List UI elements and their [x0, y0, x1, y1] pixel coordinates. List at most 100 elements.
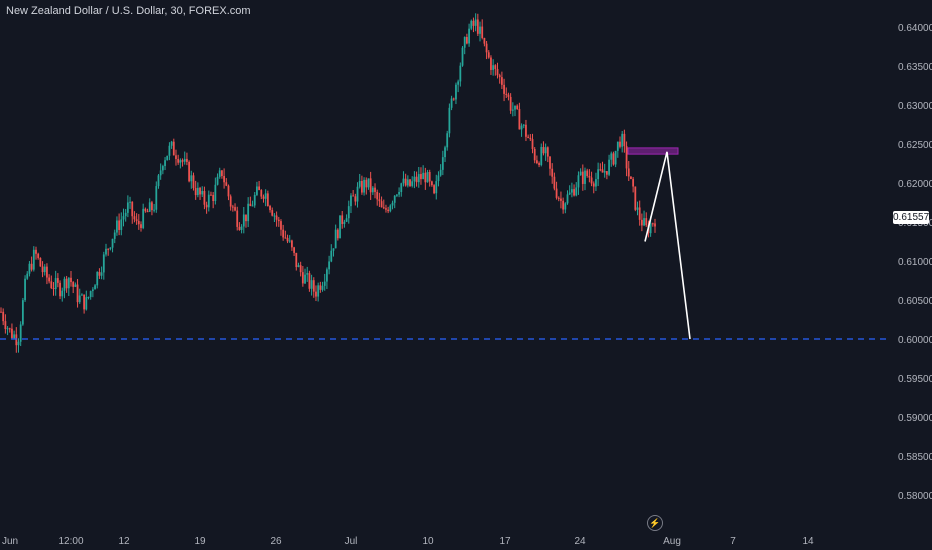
candle-body	[258, 186, 261, 191]
candle-body	[236, 210, 239, 227]
candle-body	[271, 210, 274, 216]
candle-body	[612, 153, 615, 165]
candle-body	[105, 248, 107, 255]
candle-body	[465, 36, 468, 44]
candle-body	[94, 285, 96, 290]
candle-body	[636, 207, 639, 210]
candle-body	[645, 218, 648, 226]
candle-body	[332, 248, 335, 251]
candle-body	[459, 65, 462, 82]
candle-body	[251, 205, 254, 207]
candle-body	[166, 155, 169, 161]
y-tick-label: 0.60000	[898, 335, 932, 346]
projection-path	[644, 151, 691, 340]
candle-body	[481, 26, 484, 38]
candle-body	[249, 203, 252, 207]
candle-body	[308, 273, 311, 289]
candle-body	[164, 160, 166, 167]
x-tick-label: Jul	[345, 536, 358, 547]
candle-body	[291, 240, 293, 248]
candle-body	[205, 204, 208, 208]
candle-body	[275, 215, 278, 220]
candle-body	[374, 187, 376, 192]
candle-body	[299, 265, 302, 273]
candle-body	[444, 147, 446, 158]
candle-body	[310, 280, 313, 289]
candle-body	[498, 75, 501, 78]
candle-body	[72, 282, 75, 287]
x-tick-label: Aug	[663, 536, 681, 547]
last-price-tag: 0.61557	[893, 211, 930, 224]
candle-body	[568, 192, 571, 195]
price-axis[interactable]: 0.58000 0.58500 0.59000 0.59500 0.60000 0.605…	[898, 23, 932, 502]
candle-body	[266, 193, 269, 206]
candle-body	[201, 190, 204, 195]
candle-body	[317, 285, 320, 297]
candle-body	[492, 65, 495, 70]
x-tick-label: 26	[270, 536, 282, 547]
candle-body	[415, 176, 418, 183]
chart-title: New Zealand Dollar / U.S. Dollar, 30, FO…	[6, 5, 251, 17]
candle-body	[260, 190, 263, 197]
candle-body	[542, 146, 545, 154]
candle-body	[452, 98, 455, 100]
candle-body	[109, 247, 112, 249]
candle-body	[129, 201, 131, 203]
candle-body	[474, 19, 477, 26]
candle-body	[144, 208, 147, 212]
candle-body	[400, 183, 403, 192]
candle-body	[387, 209, 390, 212]
candle-body	[284, 237, 287, 239]
y-tick-label: 0.58000	[898, 491, 932, 502]
candle-body	[100, 272, 103, 276]
candle-body	[297, 265, 300, 268]
candle-body	[350, 195, 352, 207]
candle-body	[511, 109, 514, 111]
candle-body	[78, 295, 81, 303]
candle-body	[85, 297, 88, 310]
candle-body	[186, 158, 188, 162]
candle-body	[245, 214, 247, 222]
candle-body	[306, 273, 309, 275]
candle-body	[293, 247, 295, 253]
candle-body	[382, 207, 385, 209]
y-tick-label: 0.58500	[898, 452, 932, 463]
candle-body	[538, 163, 540, 165]
y-tick-label: 0.60500	[898, 296, 932, 307]
candle-body	[242, 214, 245, 227]
candle-body	[96, 271, 99, 286]
candle-body	[527, 136, 530, 138]
candle-body	[402, 178, 405, 184]
candle-body	[581, 171, 584, 184]
candle-body	[430, 181, 433, 186]
candle-body	[35, 249, 37, 254]
candle-body	[487, 52, 490, 58]
candle-body	[301, 272, 304, 284]
candle-body	[367, 178, 370, 188]
candle-body	[225, 182, 228, 186]
candle-body	[483, 37, 486, 44]
x-tick-label: 12:00	[58, 536, 83, 547]
candle-body	[505, 93, 508, 95]
candle-body	[651, 223, 654, 225]
candle-body	[240, 226, 243, 230]
candle-body	[148, 202, 151, 212]
candle-body	[277, 219, 280, 222]
candle-body	[15, 334, 18, 346]
candle-body	[577, 175, 580, 188]
time-axis[interactable]: Jun 12:00 12 19 26 Jul 10 17 24 Aug 7 14	[2, 536, 814, 547]
candle-body	[608, 159, 610, 175]
y-tick-label: 0.59000	[898, 413, 932, 424]
candle-body	[247, 203, 250, 222]
candle-body	[24, 278, 26, 301]
candle-body	[597, 169, 600, 180]
lightning-icon[interactable]: ⚡	[647, 515, 663, 531]
candle-body	[605, 171, 608, 175]
candle-body	[188, 161, 191, 182]
candle-body	[26, 273, 29, 279]
x-tick-label: Jun	[2, 536, 18, 547]
candle-body	[378, 199, 381, 202]
x-tick-label: 17	[499, 536, 511, 547]
candle-body	[590, 177, 593, 184]
